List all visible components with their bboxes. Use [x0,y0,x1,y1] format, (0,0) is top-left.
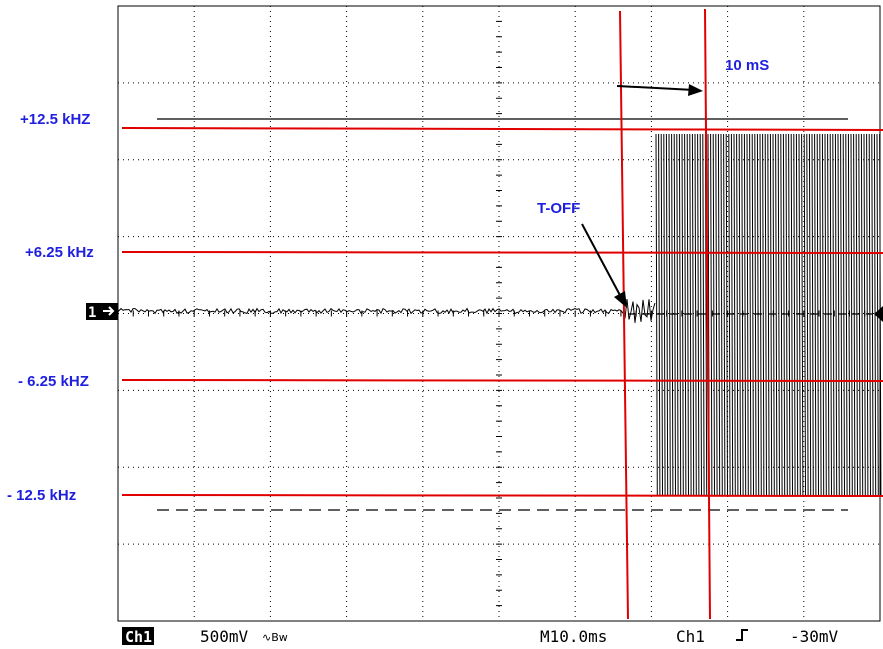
trigger-level-arrow-icon [874,306,883,322]
interval-label: 10 mS [725,57,769,74]
level-label-plus-6-25: +6.25 kHz [25,244,94,261]
status-channel: Ch1 [125,628,152,646]
status-trigger-level: -30mV [790,627,839,646]
t-off-arrow-shaft [581,223,623,300]
signal-trace [117,133,882,496]
baseline-noise-trace [117,298,656,323]
level-label-plus-12-5: +12.5 kHZ [20,111,90,128]
trigger-slope-icon [736,629,748,641]
t-off-arrow-head-icon [614,291,627,308]
level-label-minus-6-25: - 6.25 kHZ [18,373,89,390]
freq-level-line-2 [121,379,883,382]
burst-signal-trace [655,133,882,496]
t-off-marker-line [619,10,629,620]
status-trigger-channel: Ch1 [676,627,705,646]
interval-arrow-shaft [616,85,695,91]
status-scale: 500mV [200,627,249,646]
marker-arrow-icon [103,306,115,316]
level-label-minus-12-5: - 12.5 kHz [7,487,76,504]
ch1-badge [122,627,154,645]
freq-level-line-3 [121,494,883,497]
interval-marker-line [704,8,711,620]
freq-level-line-0 [121,127,883,131]
annotation-layer [121,8,883,620]
freq-level-line-1 [121,251,883,254]
status-timebase: M10.0ms [540,627,607,646]
channel-1-marker: 1 [88,305,96,321]
t-off-label: T-OFF [537,200,580,217]
interval-arrow-head-icon [688,84,703,96]
status-coupling: ∿Bw [262,631,288,644]
